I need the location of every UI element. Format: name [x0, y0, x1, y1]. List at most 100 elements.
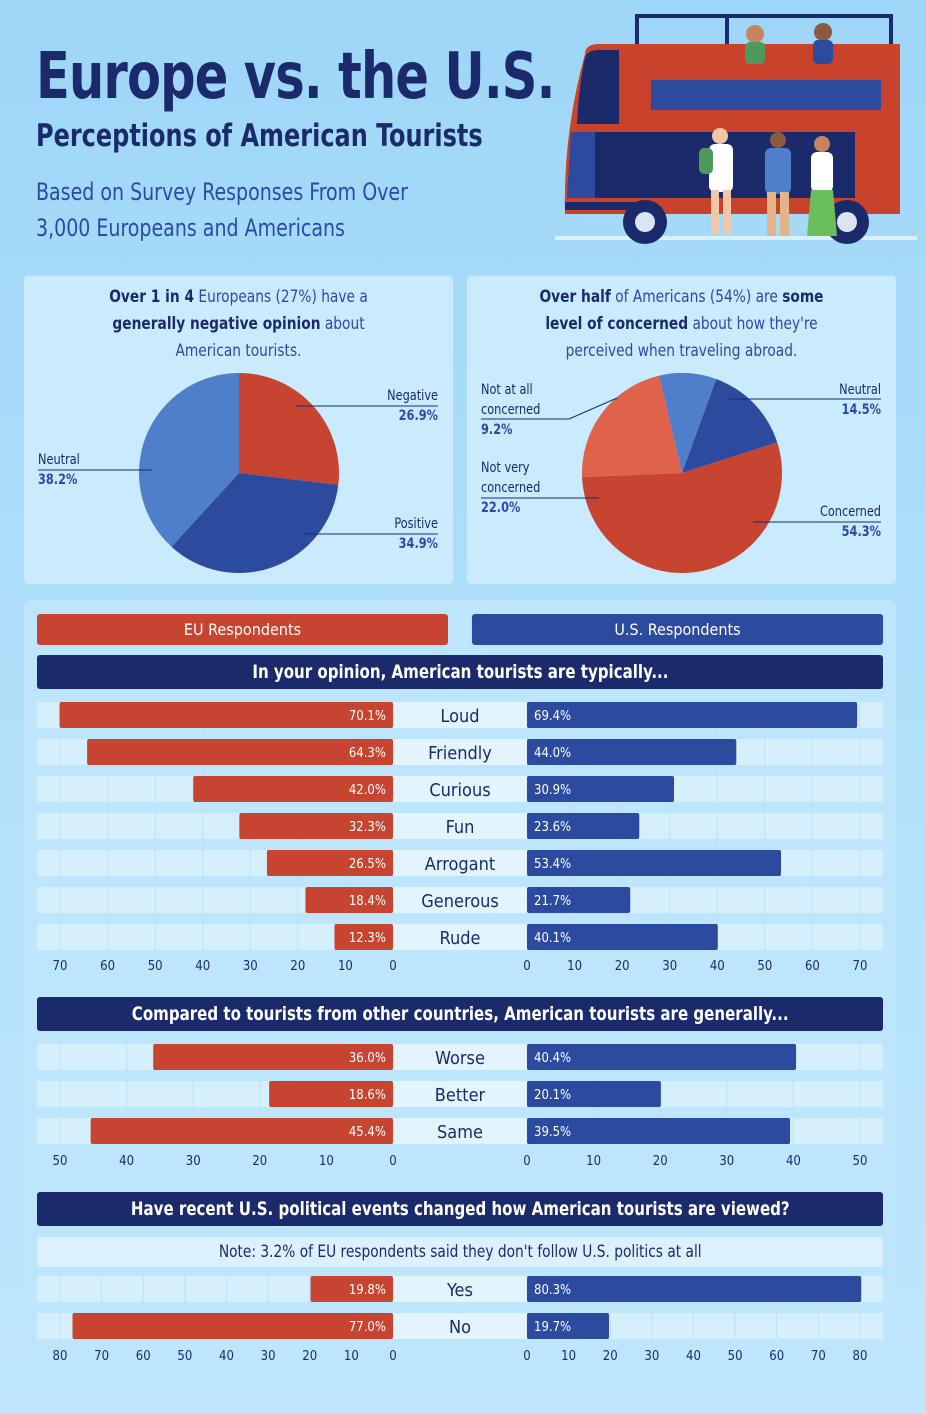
- tick-label-us: 70: [811, 1349, 826, 1364]
- bar-eu-generous: [305, 887, 393, 913]
- bar-eu-no: [72, 1313, 394, 1339]
- category-cell: [393, 739, 527, 765]
- data-label-eu: 42.0%: [349, 783, 386, 798]
- tick-label-eu: 30: [261, 1349, 276, 1364]
- data-label-us: 39.5%: [534, 1125, 571, 1140]
- bar-us-better: [527, 1081, 661, 1107]
- bar-us-fun: [527, 813, 640, 839]
- tick-label-us: 20: [653, 1154, 668, 1169]
- tick-label-eu: 10: [319, 1154, 334, 1169]
- bar-us-arrogant: [527, 850, 782, 876]
- data-label-us: 30.9%: [534, 783, 571, 798]
- tick-label-eu: 40: [119, 1154, 134, 1169]
- pie-label-negative: Negative 26.9%: [387, 388, 438, 424]
- bar-us-curious: [527, 776, 674, 802]
- tick-label-eu: 80: [53, 1349, 68, 1364]
- tick-label-us: 30: [662, 959, 677, 974]
- category-cell: [393, 702, 527, 728]
- category-label-better: Better: [435, 1085, 486, 1106]
- bar-us-friendly: [527, 739, 737, 765]
- tick-label-eu: 50: [53, 1154, 68, 1169]
- leader-line: [568, 397, 618, 420]
- category-cell: [393, 887, 527, 913]
- tick-label-us: 80: [853, 1349, 868, 1364]
- tick-label-eu: 40: [195, 959, 210, 974]
- category-label-loud: Loud: [440, 706, 479, 727]
- tick-label-eu: 20: [252, 1154, 267, 1169]
- bar-eu-same: [90, 1118, 394, 1144]
- category-label-same: Same: [437, 1122, 483, 1143]
- bar-eu-arrogant: [266, 850, 393, 876]
- pie-chart-us-concern: [481, 373, 881, 573]
- category-label-friendly: Friendly: [428, 743, 492, 764]
- tick-label-eu: 40: [219, 1349, 234, 1364]
- pie-slice-concerned: [582, 442, 782, 573]
- tick-label-us: 10: [567, 959, 582, 974]
- pie-label-neutral: Neutral 38.2%: [38, 452, 80, 488]
- bar-eu-curious: [193, 776, 393, 802]
- data-label-us: 21.7%: [534, 894, 571, 909]
- pie-slice-not-at-all-concerned: [659, 373, 717, 473]
- pie-slice-not-very-concerned: [582, 375, 682, 478]
- pie-slice-negative: [239, 373, 339, 485]
- category-cell: [393, 850, 527, 876]
- pie-slice-positive: [171, 473, 339, 573]
- bar-us-worse: [527, 1044, 797, 1070]
- tick-label-us: 20: [603, 1349, 618, 1364]
- data-label-eu: 45.4%: [349, 1125, 386, 1140]
- data-label-eu: 26.5%: [349, 857, 386, 872]
- data-label-eu: 77.0%: [349, 1320, 386, 1335]
- category-label-yes: Yes: [446, 1280, 473, 1301]
- section-header-compared: Compared to tourists from other countrie…: [37, 997, 883, 1031]
- tick-label-us: 50: [757, 959, 772, 974]
- bar-eu-better: [269, 1081, 393, 1107]
- tick-label-us: 70: [853, 959, 868, 974]
- category-label-fun: Fun: [446, 817, 475, 838]
- data-label-eu: 70.1%: [349, 709, 386, 724]
- legend-us: U.S. Respondents: [472, 614, 883, 645]
- data-label-eu: 18.6%: [349, 1088, 386, 1103]
- data-label-eu: 19.8%: [349, 1283, 386, 1298]
- category-cell: [393, 813, 527, 839]
- category-label-no: No: [449, 1317, 471, 1338]
- tick-label-us: 0: [523, 1349, 530, 1364]
- category-cell: [393, 1044, 527, 1070]
- tick-label-eu: 0: [389, 1154, 396, 1169]
- category-cell: [393, 1118, 527, 1144]
- category-label-rude: Rude: [440, 928, 481, 949]
- pie-label-concerned: Concerned 54.3%: [819, 504, 881, 540]
- section-header-typically: In your opinion, American tourists are t…: [37, 655, 883, 689]
- pie-label-not-very: Not very concerned 22.0%: [481, 460, 541, 516]
- tick-label-us: 60: [805, 959, 820, 974]
- pie-panel-title: Over half of Americans (54%) are some le…: [539, 287, 824, 361]
- tick-label-eu: 30: [186, 1154, 201, 1169]
- bar-us-loud: [527, 702, 858, 728]
- tick-label-us: 40: [786, 1154, 801, 1169]
- bar-eu-friendly: [87, 739, 393, 765]
- section-header-politics: Have recent U.S. political events change…: [37, 1192, 883, 1226]
- tick-label-eu: 60: [100, 959, 115, 974]
- bar-eu-worse: [153, 1044, 393, 1070]
- tick-label-eu: 0: [389, 959, 396, 974]
- tick-label-eu: 30: [243, 959, 258, 974]
- tick-label-eu: 60: [136, 1349, 151, 1364]
- bar-us-same: [527, 1118, 791, 1144]
- tour-bus-illustration: [555, 14, 917, 244]
- survey-note: Based on Survey Responses From Over 3,00…: [36, 178, 408, 242]
- tick-label-eu: 70: [94, 1349, 109, 1364]
- tick-label-us: 30: [719, 1154, 734, 1169]
- pie-label-not-at-all: Not at all concerned 9.2%: [481, 382, 541, 438]
- page-subtitle: Perceptions of American Tourists: [36, 118, 483, 154]
- bar-us-yes: [527, 1276, 862, 1302]
- pie-slice-neutral: [682, 379, 778, 473]
- tick-label-us: 10: [586, 1154, 601, 1169]
- data-label-us: 80.3%: [534, 1283, 571, 1298]
- tick-label-eu: 0: [389, 1349, 396, 1364]
- pie-panel-americans: Over half of Americans (54%) are some le…: [467, 276, 896, 584]
- bar-us-no: [527, 1313, 610, 1339]
- tick-label-us: 40: [686, 1349, 701, 1364]
- bar-us-generous: [527, 887, 631, 913]
- tick-label-us: 50: [853, 1154, 868, 1169]
